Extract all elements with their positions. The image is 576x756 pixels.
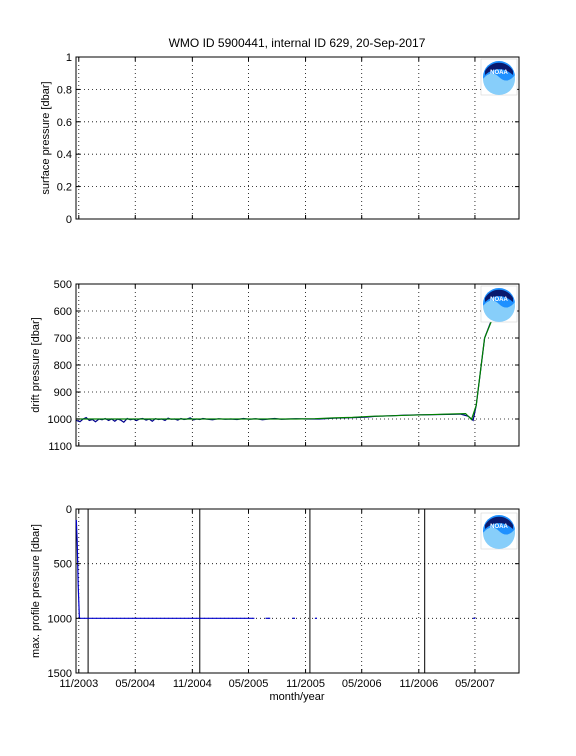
y-tick-label: 0.8 — [57, 84, 72, 96]
panel-max-profile-pressure: 0 500 1000 1500 11/2003 05/2004 11/2004 05/200… — [30, 504, 520, 690]
x-tick-label: 05/2004 — [115, 678, 155, 690]
y-tick-label: 0.6 — [57, 117, 72, 129]
noaa-logo: NOAA — [480, 58, 518, 96]
y-tick-label: 0.2 — [57, 182, 72, 194]
logo-text: NOAA — [490, 70, 508, 76]
y-tick-label: 500 — [54, 279, 72, 291]
x-tick-label: 11/2004 — [173, 678, 212, 690]
y-ticks: 0 0.2 0.4 0.6 0.8 1 — [57, 52, 519, 226]
x-tick-label: 05/2005 — [229, 678, 269, 690]
y-tick-label: 1100 — [48, 441, 72, 453]
y-ticks: 500 600 700 800 900 1000 1100 — [48, 279, 519, 453]
y-tick-label: 1 — [66, 52, 72, 64]
y-tick-label: 600 — [54, 306, 72, 318]
grid — [76, 284, 519, 446]
panel-drift-pressure: 500 600 700 800 900 1000 1100 drift pressure [… — [30, 279, 520, 453]
plot-frame — [75, 508, 520, 674]
series-layer — [76, 313, 495, 423]
grid — [76, 509, 519, 673]
logo-text: NOAA — [490, 297, 508, 303]
x-ticks — [78, 284, 476, 446]
series-line — [76, 314, 495, 421]
y-tick-label: 0 — [66, 504, 72, 516]
series-line — [75, 519, 255, 619]
series-layer — [75, 519, 476, 619]
y-tick-label: 500 — [54, 559, 72, 571]
y-axis-label: max. profile pressure [dbar] — [30, 524, 42, 658]
panel-surface-pressure: 0 0.2 0.4 0.6 0.8 1 surface pressure [dbar] — [40, 52, 520, 226]
plot-frame — [75, 56, 520, 220]
x-tick-label: 11/2006 — [399, 678, 438, 690]
noaa-logo: NOAA — [480, 285, 518, 323]
y-axis-label: drift pressure [dbar] — [30, 317, 42, 412]
y-tick-label: 1000 — [48, 414, 72, 426]
y-tick-label: 1000 — [48, 613, 72, 625]
x-tick-labels: 11/2003 05/2004 11/2004 05/2005 11/2005 05/20… — [59, 678, 495, 690]
y-tick-label: 0.4 — [57, 149, 72, 161]
chart-title: WMO ID 5900441, internal ID 629, 20-Sep-… — [169, 36, 426, 50]
x-tick-label: 05/2006 — [342, 678, 382, 690]
y-tick-label: 0 — [66, 214, 72, 226]
grid — [76, 57, 519, 219]
x-tick-label: 05/2007 — [455, 678, 495, 690]
series-line — [76, 313, 495, 423]
logo-text: NOAA — [490, 524, 508, 530]
x-tick-label: 11/2003 — [59, 678, 98, 690]
y-tick-label: 900 — [54, 387, 72, 399]
x-ticks — [78, 57, 476, 219]
noaa-logo: NOAA — [480, 512, 518, 550]
y-ticks: 0 500 1000 1500 — [48, 504, 519, 680]
x-tick-label: 11/2005 — [286, 678, 325, 690]
y-tick-label: 800 — [54, 360, 72, 372]
y-axis-label: surface pressure [dbar] — [40, 81, 52, 194]
x-axis-label: month/year — [269, 691, 324, 703]
vertical-lines — [87, 509, 426, 673]
x-ticks — [78, 509, 476, 673]
y-tick-label: 1500 — [48, 668, 72, 680]
y-tick-label: 700 — [54, 333, 72, 345]
